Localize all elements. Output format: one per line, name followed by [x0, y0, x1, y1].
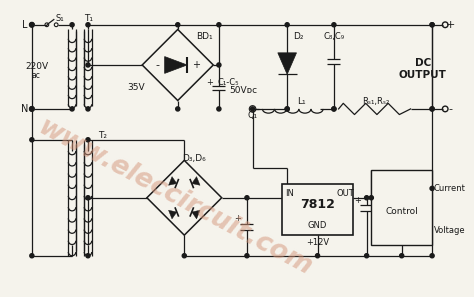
Text: www.eleccircuit.com: www.eleccircuit.com — [34, 114, 317, 281]
Circle shape — [70, 23, 74, 27]
Polygon shape — [192, 210, 200, 219]
Circle shape — [86, 107, 90, 111]
Text: +12V: +12V — [306, 238, 329, 247]
Circle shape — [182, 254, 186, 258]
Text: S₁: S₁ — [55, 14, 64, 23]
Circle shape — [285, 107, 289, 111]
Text: C₁-C₅: C₁-C₅ — [218, 78, 239, 87]
Bar — [283, 184, 353, 235]
Text: 35V: 35V — [127, 83, 145, 92]
Circle shape — [365, 254, 369, 258]
Text: GND: GND — [308, 221, 327, 230]
Circle shape — [430, 107, 434, 111]
Circle shape — [217, 63, 221, 67]
Circle shape — [430, 107, 434, 111]
Circle shape — [285, 107, 289, 111]
Circle shape — [332, 107, 336, 111]
Circle shape — [30, 107, 34, 111]
Circle shape — [86, 63, 90, 67]
Circle shape — [245, 196, 249, 200]
Circle shape — [217, 23, 221, 27]
Polygon shape — [169, 177, 177, 185]
Text: DC
OUTPUT: DC OUTPUT — [399, 58, 447, 80]
Text: T₁: T₁ — [84, 14, 93, 23]
Circle shape — [430, 254, 434, 258]
Text: Control: Control — [385, 207, 418, 216]
Text: OUT: OUT — [336, 189, 354, 198]
Text: 220V: 220V — [25, 62, 48, 71]
Text: 7812: 7812 — [300, 198, 335, 211]
Circle shape — [86, 138, 90, 142]
Text: D₂: D₂ — [293, 32, 304, 41]
Polygon shape — [169, 210, 177, 219]
Circle shape — [176, 107, 180, 111]
Text: +: + — [192, 60, 201, 70]
Circle shape — [30, 138, 34, 142]
Polygon shape — [164, 56, 187, 73]
Circle shape — [70, 107, 74, 111]
Text: Rₛ₁,Rₛ₂: Rₛ₁,Rₛ₂ — [362, 97, 390, 106]
Text: C₈,C₉: C₈,C₉ — [323, 32, 345, 41]
Circle shape — [30, 23, 34, 27]
Circle shape — [285, 23, 289, 27]
Circle shape — [400, 254, 404, 258]
Polygon shape — [192, 177, 200, 185]
Circle shape — [250, 107, 255, 111]
Circle shape — [316, 254, 319, 258]
Text: L: L — [22, 20, 27, 30]
Circle shape — [86, 254, 90, 258]
Text: ac: ac — [32, 71, 41, 80]
Text: N: N — [21, 104, 28, 114]
Circle shape — [430, 186, 434, 190]
Circle shape — [176, 23, 180, 27]
Text: +: + — [446, 20, 456, 30]
Circle shape — [86, 23, 90, 27]
Circle shape — [245, 254, 249, 258]
Text: D₃,D₆: D₃,D₆ — [182, 154, 206, 163]
Text: Q₁: Q₁ — [247, 111, 257, 120]
Circle shape — [30, 254, 34, 258]
Text: -: - — [449, 104, 453, 114]
Circle shape — [332, 107, 336, 111]
Text: Voltage: Voltage — [434, 226, 465, 235]
Circle shape — [369, 196, 374, 200]
Text: L₁: L₁ — [297, 97, 306, 106]
Circle shape — [332, 23, 336, 27]
Circle shape — [430, 23, 434, 27]
Text: +: + — [206, 78, 213, 87]
Text: BD₁: BD₁ — [197, 32, 213, 41]
Text: 50Vᴅᴄ: 50Vᴅᴄ — [229, 86, 257, 95]
Circle shape — [86, 196, 90, 200]
Text: +: + — [354, 196, 361, 205]
Bar — [371, 170, 432, 244]
Text: +: + — [234, 214, 241, 223]
Circle shape — [217, 107, 221, 111]
Polygon shape — [278, 53, 297, 74]
Circle shape — [365, 196, 369, 200]
Text: T₂: T₂ — [99, 131, 108, 140]
Text: IN: IN — [285, 189, 294, 198]
Circle shape — [430, 23, 434, 27]
Text: -: - — [155, 60, 159, 70]
Text: Current: Current — [434, 184, 466, 193]
